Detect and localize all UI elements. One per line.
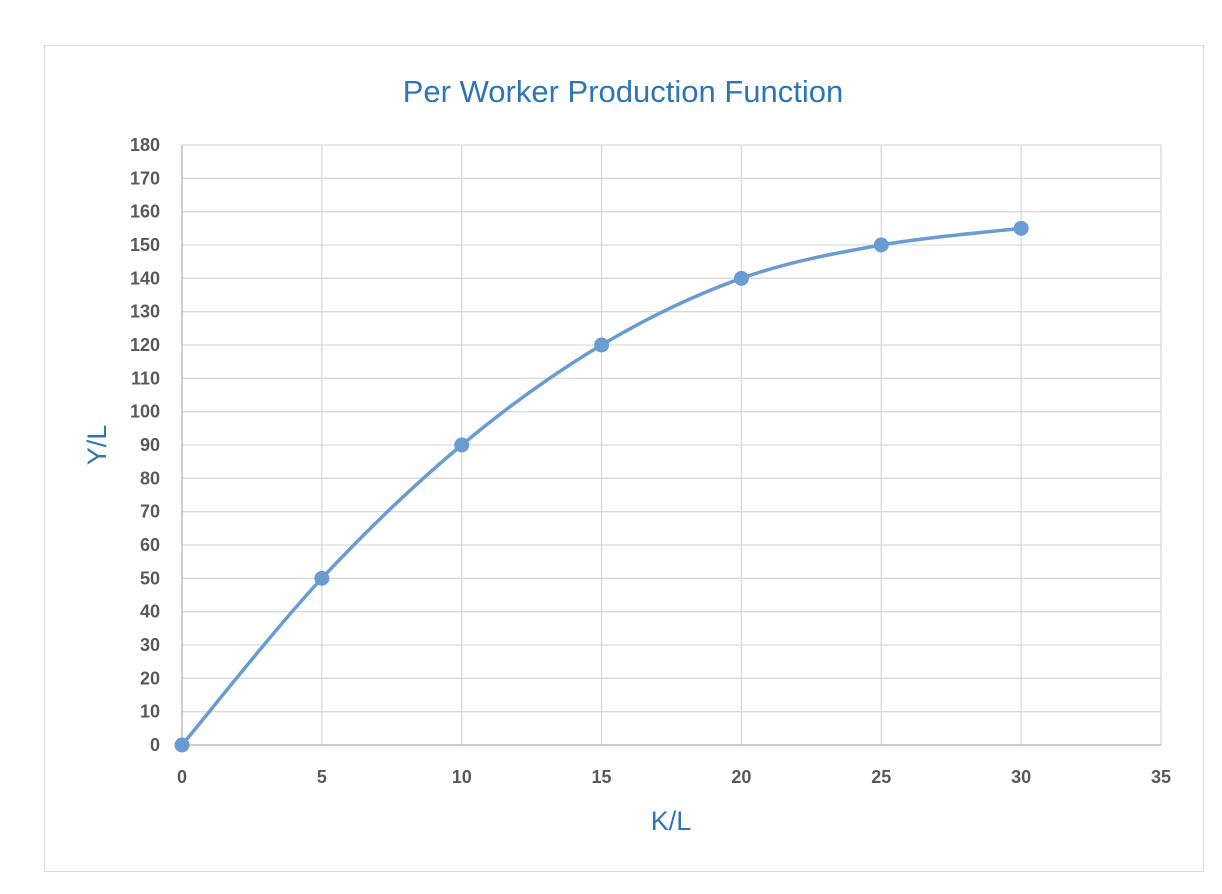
x-tick-labels: 0 5 10 15 20 25 30 35 bbox=[177, 767, 1171, 787]
data-point bbox=[733, 270, 749, 286]
axes bbox=[181, 145, 1161, 746]
x-tick-label: 15 bbox=[592, 767, 612, 787]
y-tick-label: 10 bbox=[140, 702, 160, 722]
y-tick-label: 60 bbox=[140, 535, 160, 555]
y-tick-label: 180 bbox=[130, 135, 160, 155]
y-tick-label: 100 bbox=[130, 402, 160, 422]
x-tick-label: 5 bbox=[317, 767, 327, 787]
y-tick-label: 170 bbox=[130, 168, 160, 188]
y-tick-label: 30 bbox=[140, 635, 160, 655]
x-tick-label: 20 bbox=[731, 767, 751, 787]
y-tick-label: 90 bbox=[140, 435, 160, 455]
y-tick-labels: 0 10 20 30 40 50 60 70 80 90 100 110 120 130 140 150 160… bbox=[130, 135, 160, 755]
y-axis-title: Y/L bbox=[82, 425, 112, 466]
y-tick-label: 20 bbox=[140, 668, 160, 688]
x-tick-label: 10 bbox=[452, 767, 472, 787]
y-tick-label: 0 bbox=[150, 735, 160, 755]
x-tick-label: 30 bbox=[1011, 767, 1031, 787]
y-tick-label: 160 bbox=[130, 202, 160, 222]
y-tick-label: 80 bbox=[140, 468, 160, 488]
y-tick-label: 140 bbox=[130, 268, 160, 288]
y-tick-label: 120 bbox=[130, 335, 160, 355]
chart-title: Per Worker Production Function bbox=[403, 74, 844, 109]
data-point bbox=[314, 570, 330, 586]
data-point bbox=[873, 237, 889, 253]
data-point bbox=[1013, 220, 1029, 236]
y-tick-label: 50 bbox=[140, 568, 160, 588]
x-tick-label: 25 bbox=[871, 767, 891, 787]
data-point bbox=[174, 737, 190, 753]
data-point bbox=[594, 337, 610, 353]
x-tick-label: 35 bbox=[1151, 767, 1171, 787]
y-tick-label: 70 bbox=[140, 502, 160, 522]
y-tick-label: 110 bbox=[131, 368, 160, 388]
chart-area bbox=[44, 45, 1204, 872]
y-tick-label: 130 bbox=[130, 302, 160, 322]
x-tick-label: 0 bbox=[177, 767, 187, 787]
series-layer bbox=[174, 220, 1029, 753]
grid-lines bbox=[182, 144, 1162, 745]
y-tick-label: 40 bbox=[140, 602, 160, 622]
data-point bbox=[454, 437, 470, 453]
y-tick-label: 150 bbox=[130, 235, 160, 255]
x-axis-title: K/L bbox=[651, 806, 692, 836]
